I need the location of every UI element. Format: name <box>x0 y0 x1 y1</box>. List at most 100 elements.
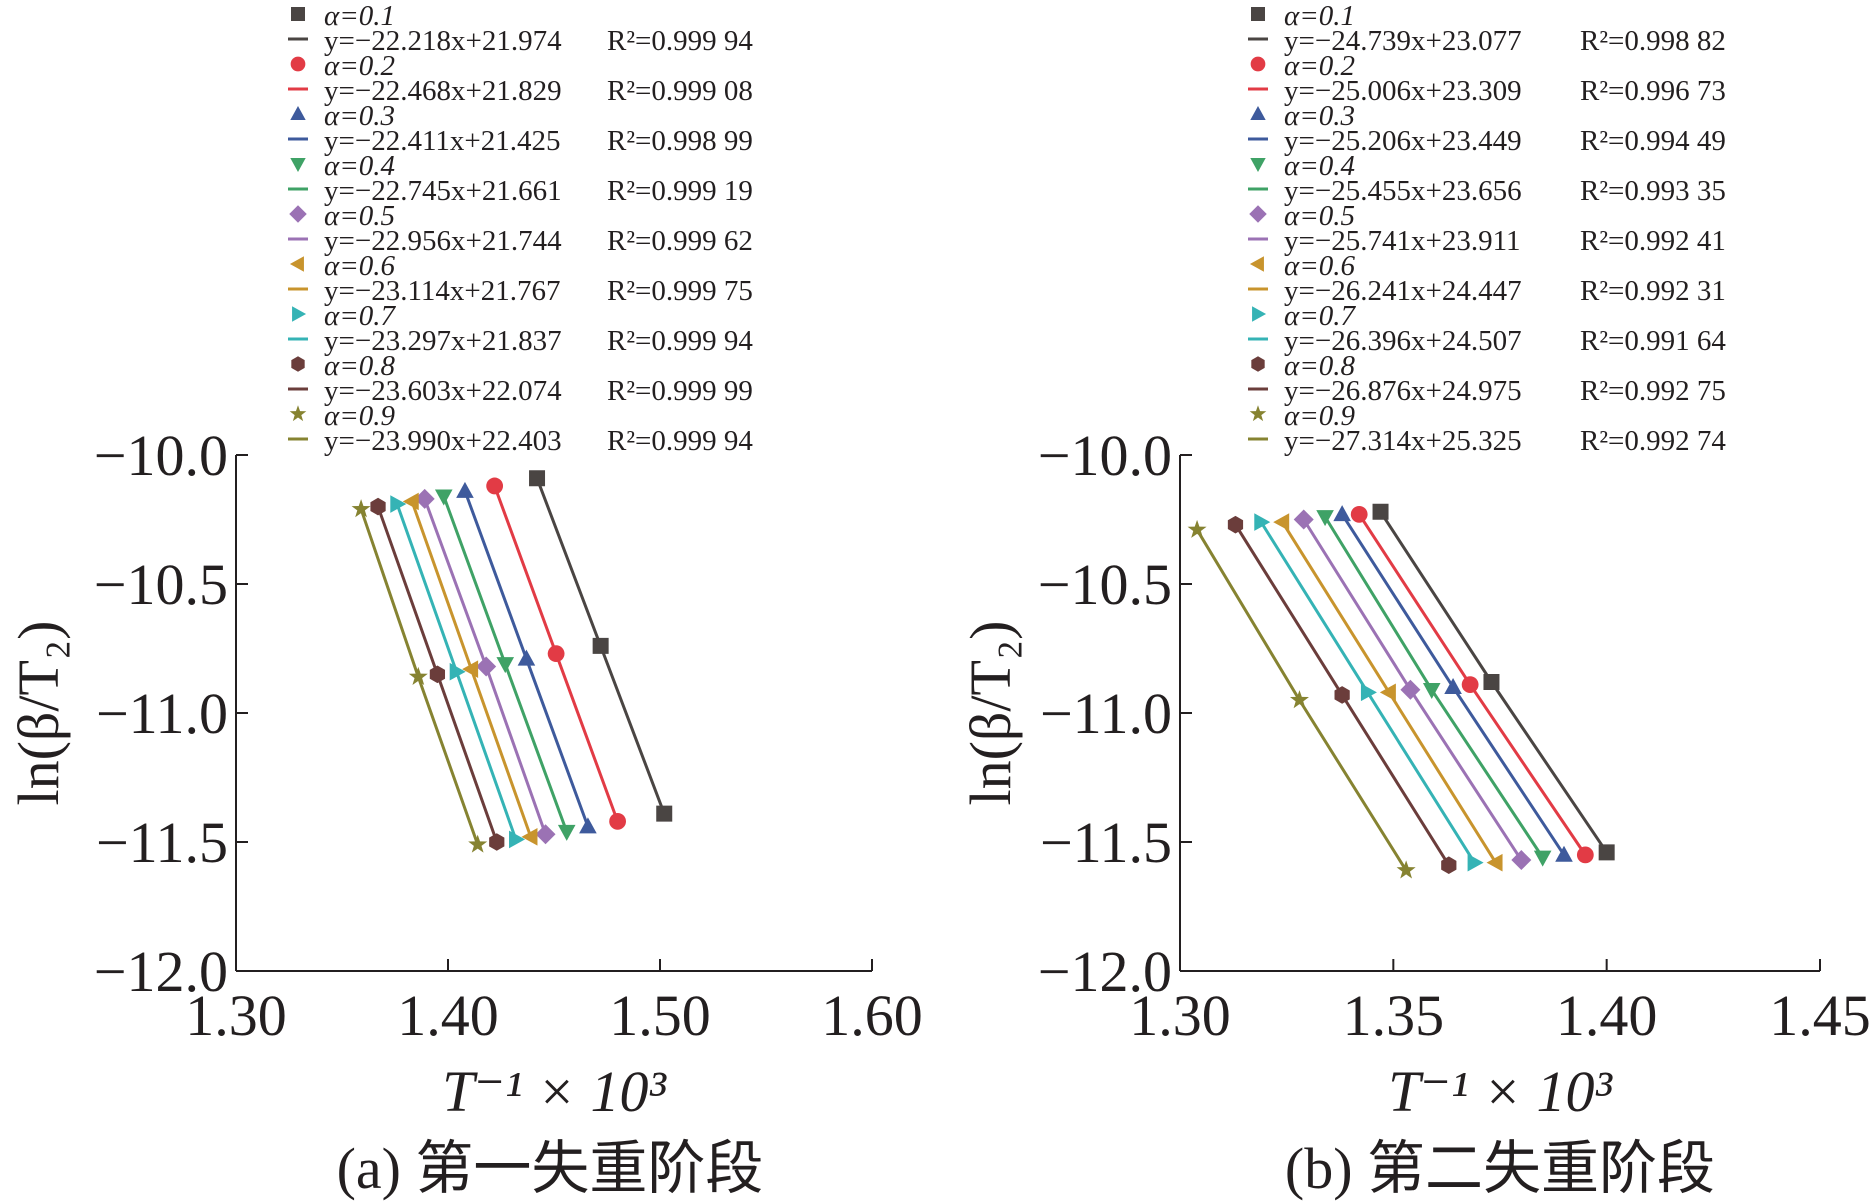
legend-r2: R²=0.999 75 <box>607 275 753 307</box>
data-point <box>1379 683 1396 702</box>
y-tick-label: −10.5 <box>1038 552 1172 617</box>
x-axis-label: T⁻¹ × 10³ <box>442 1059 667 1124</box>
legend-r2: R²=0.992 31 <box>1580 275 1726 307</box>
data-point <box>429 665 446 684</box>
legend-fit-equation: y=−25.006x+23.309 <box>1284 75 1522 107</box>
legend-fit-equation: y=−26.396x+24.507 <box>1284 325 1522 357</box>
legend-fit-equation: y=−25.455x+23.656 <box>1284 175 1522 207</box>
data-point <box>1441 856 1457 875</box>
legend-r2: R²=0.999 62 <box>607 225 753 257</box>
data-point <box>1227 515 1244 534</box>
legend-r2: R²=0.994 49 <box>1580 125 1726 157</box>
legend-fit-equation: y=−27.314x+25.325 <box>1284 425 1522 457</box>
legend-label: α=0.7 <box>1284 300 1357 332</box>
legend-fit-equation: y=−22.956x+21.744 <box>324 225 562 257</box>
legend-fit-equation: y=−25.206x+23.449 <box>1284 125 1522 157</box>
legend-fit-equation: y=−23.990x+22.403 <box>324 425 562 457</box>
panel-b: 1.30 1.35 1.40 1.45 −10.0 −10.5 −11.0 −11.5 −12.… <box>958 0 1870 1201</box>
legend-fit-equation: y=−22.218x+21.974 <box>324 25 562 57</box>
legend-label: α=0.7 <box>324 300 397 332</box>
legend-label: α=0.2 <box>324 50 395 82</box>
y-axis-label: ln(β/T₂) <box>958 620 1023 805</box>
y-tick-label: −11.5 <box>96 810 228 875</box>
data-point <box>509 830 526 849</box>
data-point <box>1483 674 1500 691</box>
data-point <box>462 660 479 678</box>
data-point <box>1422 682 1441 699</box>
legend-r2: R²=0.991 64 <box>1580 325 1726 357</box>
legend-label: α=0.5 <box>1284 200 1355 232</box>
y-tick-label: −12.0 <box>1038 939 1172 1004</box>
data-point <box>1372 503 1389 520</box>
legend-label: α=0.1 <box>324 0 395 32</box>
legend-r2: R²=0.999 99 <box>607 375 753 407</box>
x-axis-label: T⁻¹ × 10³ <box>1388 1059 1613 1124</box>
x-tick-label: 1.40 <box>397 983 499 1048</box>
y-tick-label: −12.0 <box>94 939 228 1004</box>
legend-r2: R²=0.998 99 <box>607 125 753 157</box>
legend-label: α=0.9 <box>324 400 396 432</box>
x-tick-label: 1.50 <box>609 983 711 1048</box>
data-point <box>1598 844 1615 861</box>
data-point <box>529 470 546 487</box>
legend-label: α=0.3 <box>324 100 395 132</box>
data-point <box>1533 850 1552 867</box>
data-point <box>1187 519 1207 538</box>
data-point <box>1467 853 1484 872</box>
data-point <box>1316 510 1334 527</box>
data-point <box>496 657 515 674</box>
legend-label: α=0.8 <box>324 350 396 382</box>
data-point <box>1511 850 1532 871</box>
legend-marker <box>291 356 305 372</box>
y-tick-label: −11.0 <box>1040 681 1172 746</box>
legend-marker <box>290 56 306 72</box>
y-tick-label: −11.0 <box>96 681 228 746</box>
legend-marker <box>289 205 307 223</box>
legend-label: α=0.2 <box>1284 50 1355 82</box>
legend-fit-equation: y=−22.411x+21.425 <box>324 125 561 157</box>
legend-marker <box>1250 105 1266 120</box>
panel-title: (a) 第一失重阶段 <box>337 1136 764 1201</box>
legend-label: α=0.1 <box>1284 0 1355 32</box>
legend-label: α=0.8 <box>1284 350 1356 382</box>
data-point <box>468 834 488 853</box>
legend-marker <box>1249 256 1264 272</box>
y-tick-label: −10.0 <box>94 423 228 488</box>
data-point <box>1486 853 1503 872</box>
legend-marker <box>290 105 306 120</box>
legend-label: α=0.9 <box>1284 400 1356 432</box>
y-axis-label: ln(β/T₂) <box>6 620 71 805</box>
legend-fit-equation: y=−25.741x+23.911 <box>1284 225 1521 257</box>
legend-fit-equation: y=−23.297x+21.837 <box>324 325 562 357</box>
legend-marker <box>1250 56 1266 72</box>
data-point <box>390 495 407 513</box>
legend-fit-equation: y=−23.603x+22.074 <box>324 375 562 407</box>
legend-label: α=0.3 <box>1284 100 1355 132</box>
legend-marker <box>1249 205 1267 223</box>
panel-a: 1.30 1.40 1.50 1.60 −10.0 −10.5 −11.0 −11.5 −12.… <box>6 0 923 1201</box>
data-point <box>408 666 428 685</box>
data-point <box>1273 513 1290 531</box>
data-point <box>521 828 538 846</box>
legend-fit-equation: y=−22.468x+21.829 <box>324 75 562 107</box>
legend-marker <box>1249 405 1267 422</box>
data-point <box>547 645 565 663</box>
data-point <box>656 805 673 822</box>
data-point <box>370 497 386 516</box>
data-point <box>1334 686 1350 704</box>
x-tick-label: 1.30 <box>1129 983 1231 1048</box>
legend-marker <box>292 306 307 322</box>
legend-marker <box>1250 158 1266 173</box>
legend-fit-equation: y=−26.876x+24.975 <box>1284 375 1522 407</box>
data-point <box>1254 513 1271 531</box>
data-point <box>535 824 556 845</box>
legend-r2: R²=0.999 08 <box>607 75 753 107</box>
data-point <box>351 499 371 518</box>
y-tick-label: −10.0 <box>1038 423 1172 488</box>
data-point <box>402 492 419 511</box>
legend-r2: R²=0.992 75 <box>1580 375 1726 407</box>
data-point <box>1555 845 1573 862</box>
y-tick-label: −10.5 <box>94 552 228 617</box>
legend-r2: R²=0.993 35 <box>1580 175 1726 207</box>
legend-r2: R²=0.999 94 <box>607 25 753 57</box>
